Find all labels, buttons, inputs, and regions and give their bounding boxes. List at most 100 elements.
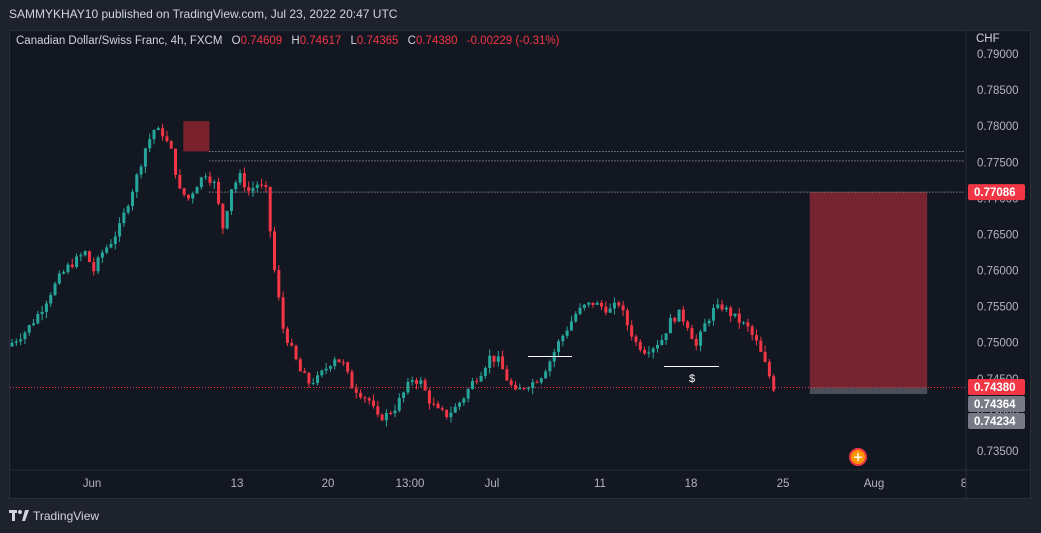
x-tick-label: 13 [231, 478, 244, 490]
tradingview-logo-icon[interactable] [9, 510, 29, 522]
candle-body [285, 328, 289, 344]
candle-body [612, 302, 616, 309]
candle-body [660, 340, 664, 345]
y-tick-label: 0.75500 [977, 302, 1019, 314]
candle-body [565, 330, 569, 336]
chart-panel[interactable] [9, 30, 1031, 499]
candle-body [410, 380, 414, 383]
x-tick-label: 13:00 [396, 478, 425, 490]
y-tick-label: 0.79000 [977, 49, 1019, 61]
candle-body [83, 251, 87, 256]
candle-body [436, 403, 440, 409]
candle-body [544, 371, 548, 379]
symbol-name[interactable]: Canadian Dollar/Swiss Franc, 4h, FXCM [16, 35, 223, 47]
candle-body [165, 136, 169, 142]
candle-body [634, 336, 638, 342]
close-label: C [407, 35, 416, 47]
candle-body [531, 382, 535, 389]
candle-body [600, 302, 604, 307]
svg-text:0.74234: 0.74234 [974, 416, 1016, 428]
y-tick-label: 0.73500 [977, 446, 1019, 458]
x-tick-label: Jul [485, 478, 500, 490]
y-tick-label: 0.78500 [977, 85, 1019, 97]
candle-body [647, 352, 651, 354]
candle-body [208, 176, 212, 183]
economic-event-icon[interactable] [849, 448, 867, 466]
candle-body [264, 185, 268, 187]
candle-body [432, 403, 436, 405]
candle-body [582, 304, 586, 308]
y-tick-label: 0.76000 [977, 266, 1019, 278]
candle-body [664, 333, 668, 341]
candle-body [341, 362, 345, 364]
candle-body [152, 130, 156, 140]
candle-body [268, 186, 272, 232]
candle-body [630, 325, 634, 337]
candle-body [221, 203, 225, 229]
candle-body [350, 371, 354, 389]
candle-body [458, 402, 462, 407]
candle-body [759, 340, 763, 352]
candle-body [195, 187, 199, 194]
candle-body [161, 128, 165, 137]
tradingview-brand[interactable]: TradingView [33, 509, 100, 523]
svg-text:0.74364: 0.74364 [974, 399, 1016, 411]
open-value: 0.74609 [240, 35, 283, 47]
x-tick-label: 20 [322, 478, 335, 490]
candle-body [182, 188, 186, 195]
candle-body [686, 321, 690, 328]
candle-body [229, 189, 233, 211]
x-tick-label: Aug [864, 478, 884, 490]
candle-body [281, 297, 285, 329]
candle-body [126, 206, 130, 213]
candle-body [711, 308, 715, 321]
candle-body [699, 331, 703, 346]
candle-body [419, 380, 423, 384]
high-label: H [291, 35, 300, 47]
candle-body [328, 366, 332, 369]
candle-body [294, 345, 298, 360]
candle-body [638, 341, 642, 350]
candle-body [62, 271, 66, 274]
candle-body [10, 342, 14, 347]
x-tick-label: Jun [83, 478, 102, 490]
candle-body [625, 310, 629, 326]
candle-body [754, 334, 758, 341]
candle-body [40, 311, 44, 315]
candle-body [716, 304, 720, 309]
candle-body [273, 231, 277, 271]
candle-body [307, 373, 311, 384]
zone-short-position-target [809, 387, 928, 394]
candle-body [470, 381, 474, 390]
candle-body [217, 181, 221, 204]
price-label: 0.74364 [968, 396, 1025, 412]
candle-body [260, 184, 264, 186]
zone-supply [183, 121, 210, 152]
candle-body [668, 317, 672, 334]
candle-body [384, 412, 388, 421]
candle-body [763, 351, 767, 362]
y-tick-label: 0.78000 [977, 121, 1019, 133]
candle-body [14, 341, 18, 343]
candle-body [311, 382, 315, 384]
candle-body [303, 371, 307, 374]
price-label: 0.74380 [968, 379, 1025, 395]
svg-text:0.77086: 0.77086 [974, 187, 1016, 199]
candle-body [238, 173, 242, 183]
candle-body [724, 307, 728, 310]
candle-body [475, 381, 479, 383]
x-tick-label: 8 [961, 478, 967, 490]
candle-body [574, 313, 578, 322]
candle-body [393, 410, 397, 414]
candle-body [492, 355, 496, 362]
candle-body [608, 308, 612, 313]
currency-label[interactable]: CHF [976, 33, 1000, 45]
candle-body [100, 252, 104, 258]
candle-body [367, 398, 371, 401]
change-value: -0.00229 (-0.31%) [466, 35, 560, 47]
candle-body [66, 264, 70, 272]
candle-body [320, 370, 324, 376]
candle-body [591, 302, 595, 305]
candle-body [139, 166, 143, 175]
